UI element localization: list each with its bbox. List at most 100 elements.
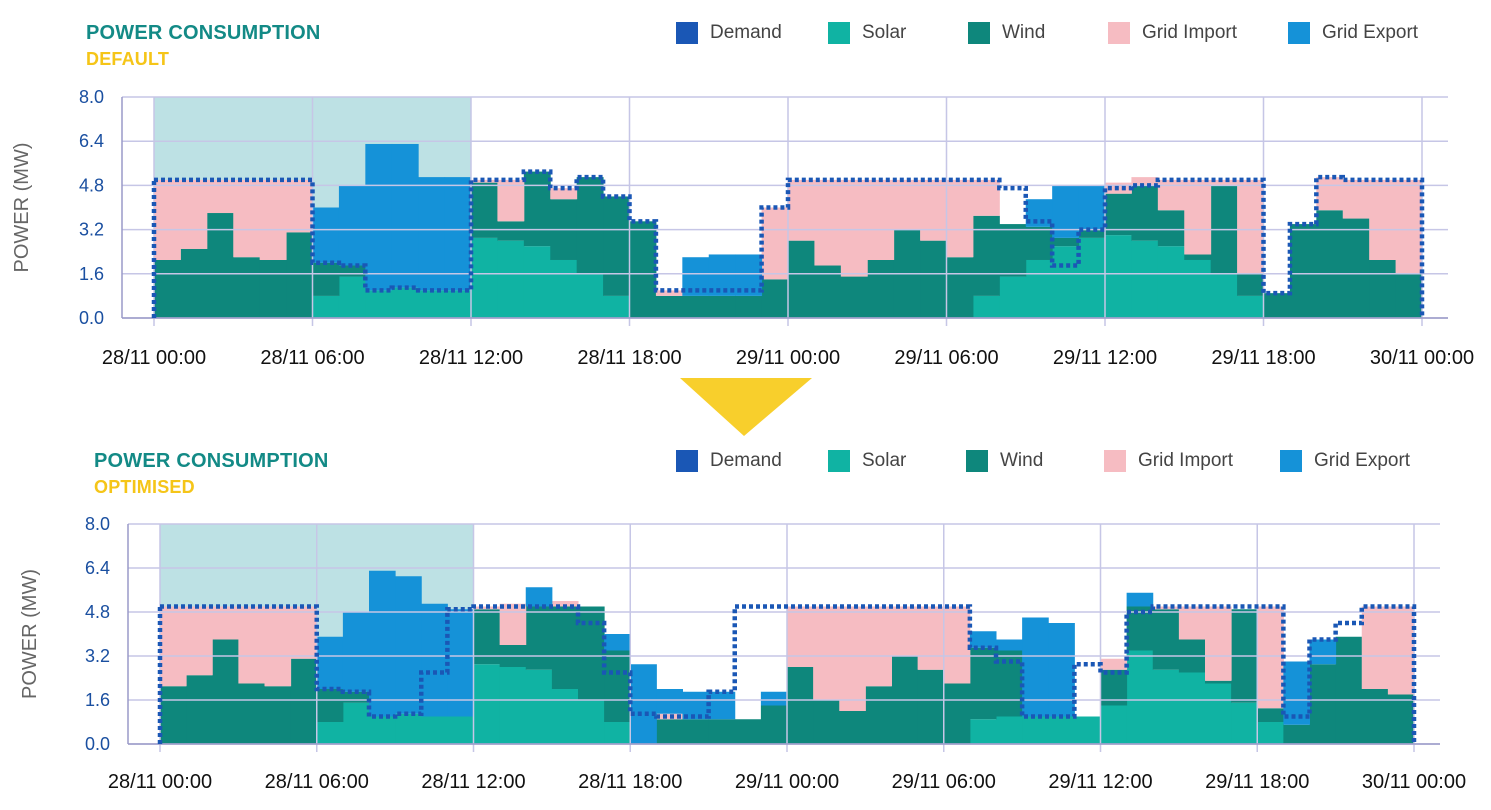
- legend-swatch-solar: [828, 22, 850, 44]
- grid-import-bar: [761, 207, 789, 280]
- grid-import-bar: [1237, 179, 1264, 274]
- wind-bar: [1152, 609, 1180, 670]
- chart-title: POWER CONSUMPTION: [94, 450, 329, 472]
- wind-bar: [471, 182, 498, 238]
- solar-bar: [312, 295, 340, 318]
- grid-export-bar: [369, 570, 396, 717]
- x-tick-label: 29/11 06:00: [894, 347, 998, 369]
- x-tick-label: 28/11 06:00: [265, 771, 369, 793]
- grid-import-bar: [1342, 179, 1370, 219]
- legend-swatch-grid-import: [1108, 22, 1130, 44]
- legend-item-demand: Demand: [676, 448, 782, 474]
- grid-export-bar: [1078, 185, 1106, 230]
- solar-bar: [1178, 672, 1206, 744]
- grid-import-bar: [233, 179, 261, 258]
- solar-bar: [996, 716, 1023, 744]
- wind-bar: [1184, 254, 1212, 260]
- legend-item-wind: Wind: [966, 448, 1043, 474]
- legend-item-grid-export: Grid Export: [1288, 20, 1418, 46]
- wind-bar: [1131, 185, 1159, 241]
- legend-label: Grid Export: [1314, 450, 1411, 471]
- grid-import-bar: [1369, 179, 1397, 260]
- wind-bar: [1335, 636, 1363, 744]
- grid-import-bar: [840, 179, 868, 277]
- grid-import-bar: [1205, 606, 1232, 681]
- legend-swatch-solar: [828, 450, 850, 472]
- wind-bar: [1257, 708, 1284, 722]
- wind-bar: [312, 262, 340, 296]
- y-tick-label: 6.4: [85, 558, 110, 578]
- grid-export-bar: [1126, 592, 1154, 607]
- wind-bar: [154, 259, 181, 318]
- legend-item-grid-import: Grid Import: [1104, 448, 1233, 474]
- legend-swatch-wind: [968, 22, 990, 44]
- solar-bar: [342, 702, 370, 744]
- grid-import-bar: [893, 179, 921, 230]
- legend-label: Wind: [1002, 22, 1046, 43]
- solar-bar: [1205, 683, 1232, 744]
- solar-bar: [999, 276, 1027, 318]
- solar-bar: [1231, 702, 1258, 744]
- wind-bar: [840, 276, 868, 318]
- solar-bar: [418, 290, 446, 318]
- grid-import-bar: [1131, 177, 1159, 186]
- grid-import-bar: [186, 606, 213, 676]
- grid-import-bar: [238, 606, 265, 684]
- wind-bar: [1237, 273, 1264, 296]
- grid-export-bar: [391, 143, 419, 288]
- grid-import-bar: [1210, 179, 1238, 186]
- x-tick-label: 28/11 00:00: [108, 771, 212, 793]
- x-tick-label: 30/11 00:00: [1370, 347, 1474, 369]
- solar-bar: [471, 237, 498, 318]
- grid-import-bar: [917, 606, 945, 670]
- x-tick-label: 28/11 00:00: [102, 347, 206, 369]
- x-tick-label: 29/11 12:00: [1053, 347, 1157, 369]
- wind-bar: [760, 705, 788, 744]
- wind-bar: [186, 675, 213, 744]
- solar-bar: [969, 719, 997, 744]
- solar-bar: [1025, 259, 1053, 318]
- x-tick-label: 28/11 06:00: [260, 347, 364, 369]
- solar-bar: [1022, 716, 1049, 744]
- x-tick-label: 29/11 00:00: [735, 771, 839, 793]
- wind-bar: [708, 295, 736, 318]
- wind-bar: [761, 279, 789, 318]
- grid-import-bar: [655, 290, 683, 296]
- chart-title: POWER CONSUMPTION: [86, 22, 321, 44]
- wind-bar: [1263, 293, 1291, 318]
- solar-bar: [369, 716, 396, 744]
- wind-bar: [523, 171, 551, 247]
- wind-bar: [1395, 273, 1423, 318]
- grid-import-bar: [1395, 179, 1423, 274]
- y-tick-label: 1.6: [79, 264, 104, 284]
- chart-panel-optimised: POWER CONSUMPTION OPTIMISED Demand Solar…: [0, 428, 1491, 808]
- grid-import-bar: [264, 606, 292, 687]
- wind-bar: [180, 248, 208, 318]
- solar-bar: [497, 240, 525, 318]
- solar-bar: [499, 667, 527, 744]
- wind-bar: [682, 295, 710, 318]
- series-wind: [160, 606, 1415, 744]
- solar-bar: [421, 716, 448, 744]
- grid-export-bar: [444, 177, 472, 291]
- solar-bar: [473, 664, 501, 744]
- y-tick-label: 3.2: [79, 220, 104, 240]
- demand-line: [160, 604, 1417, 744]
- y-axis-label: POWER (MW): [19, 569, 41, 699]
- wind-bar: [1342, 218, 1370, 318]
- legend-swatch-demand: [676, 22, 698, 44]
- series-grid-export: [312, 143, 1106, 296]
- grid-import-bar: [290, 606, 318, 659]
- wind-bar: [259, 259, 287, 318]
- wind-bar: [839, 711, 866, 744]
- wind-bar: [1283, 724, 1310, 744]
- solar-bar: [391, 287, 419, 318]
- grid-import-bar: [259, 179, 287, 260]
- grid-import-bar: [788, 179, 815, 241]
- grid-import-bar: [1100, 658, 1128, 670]
- grid-export-bar: [365, 143, 393, 291]
- grid-import-bar: [943, 606, 971, 684]
- grid-export-bar: [1283, 661, 1310, 725]
- grid-export-bar: [996, 639, 1023, 651]
- legend-label: Solar: [862, 22, 907, 43]
